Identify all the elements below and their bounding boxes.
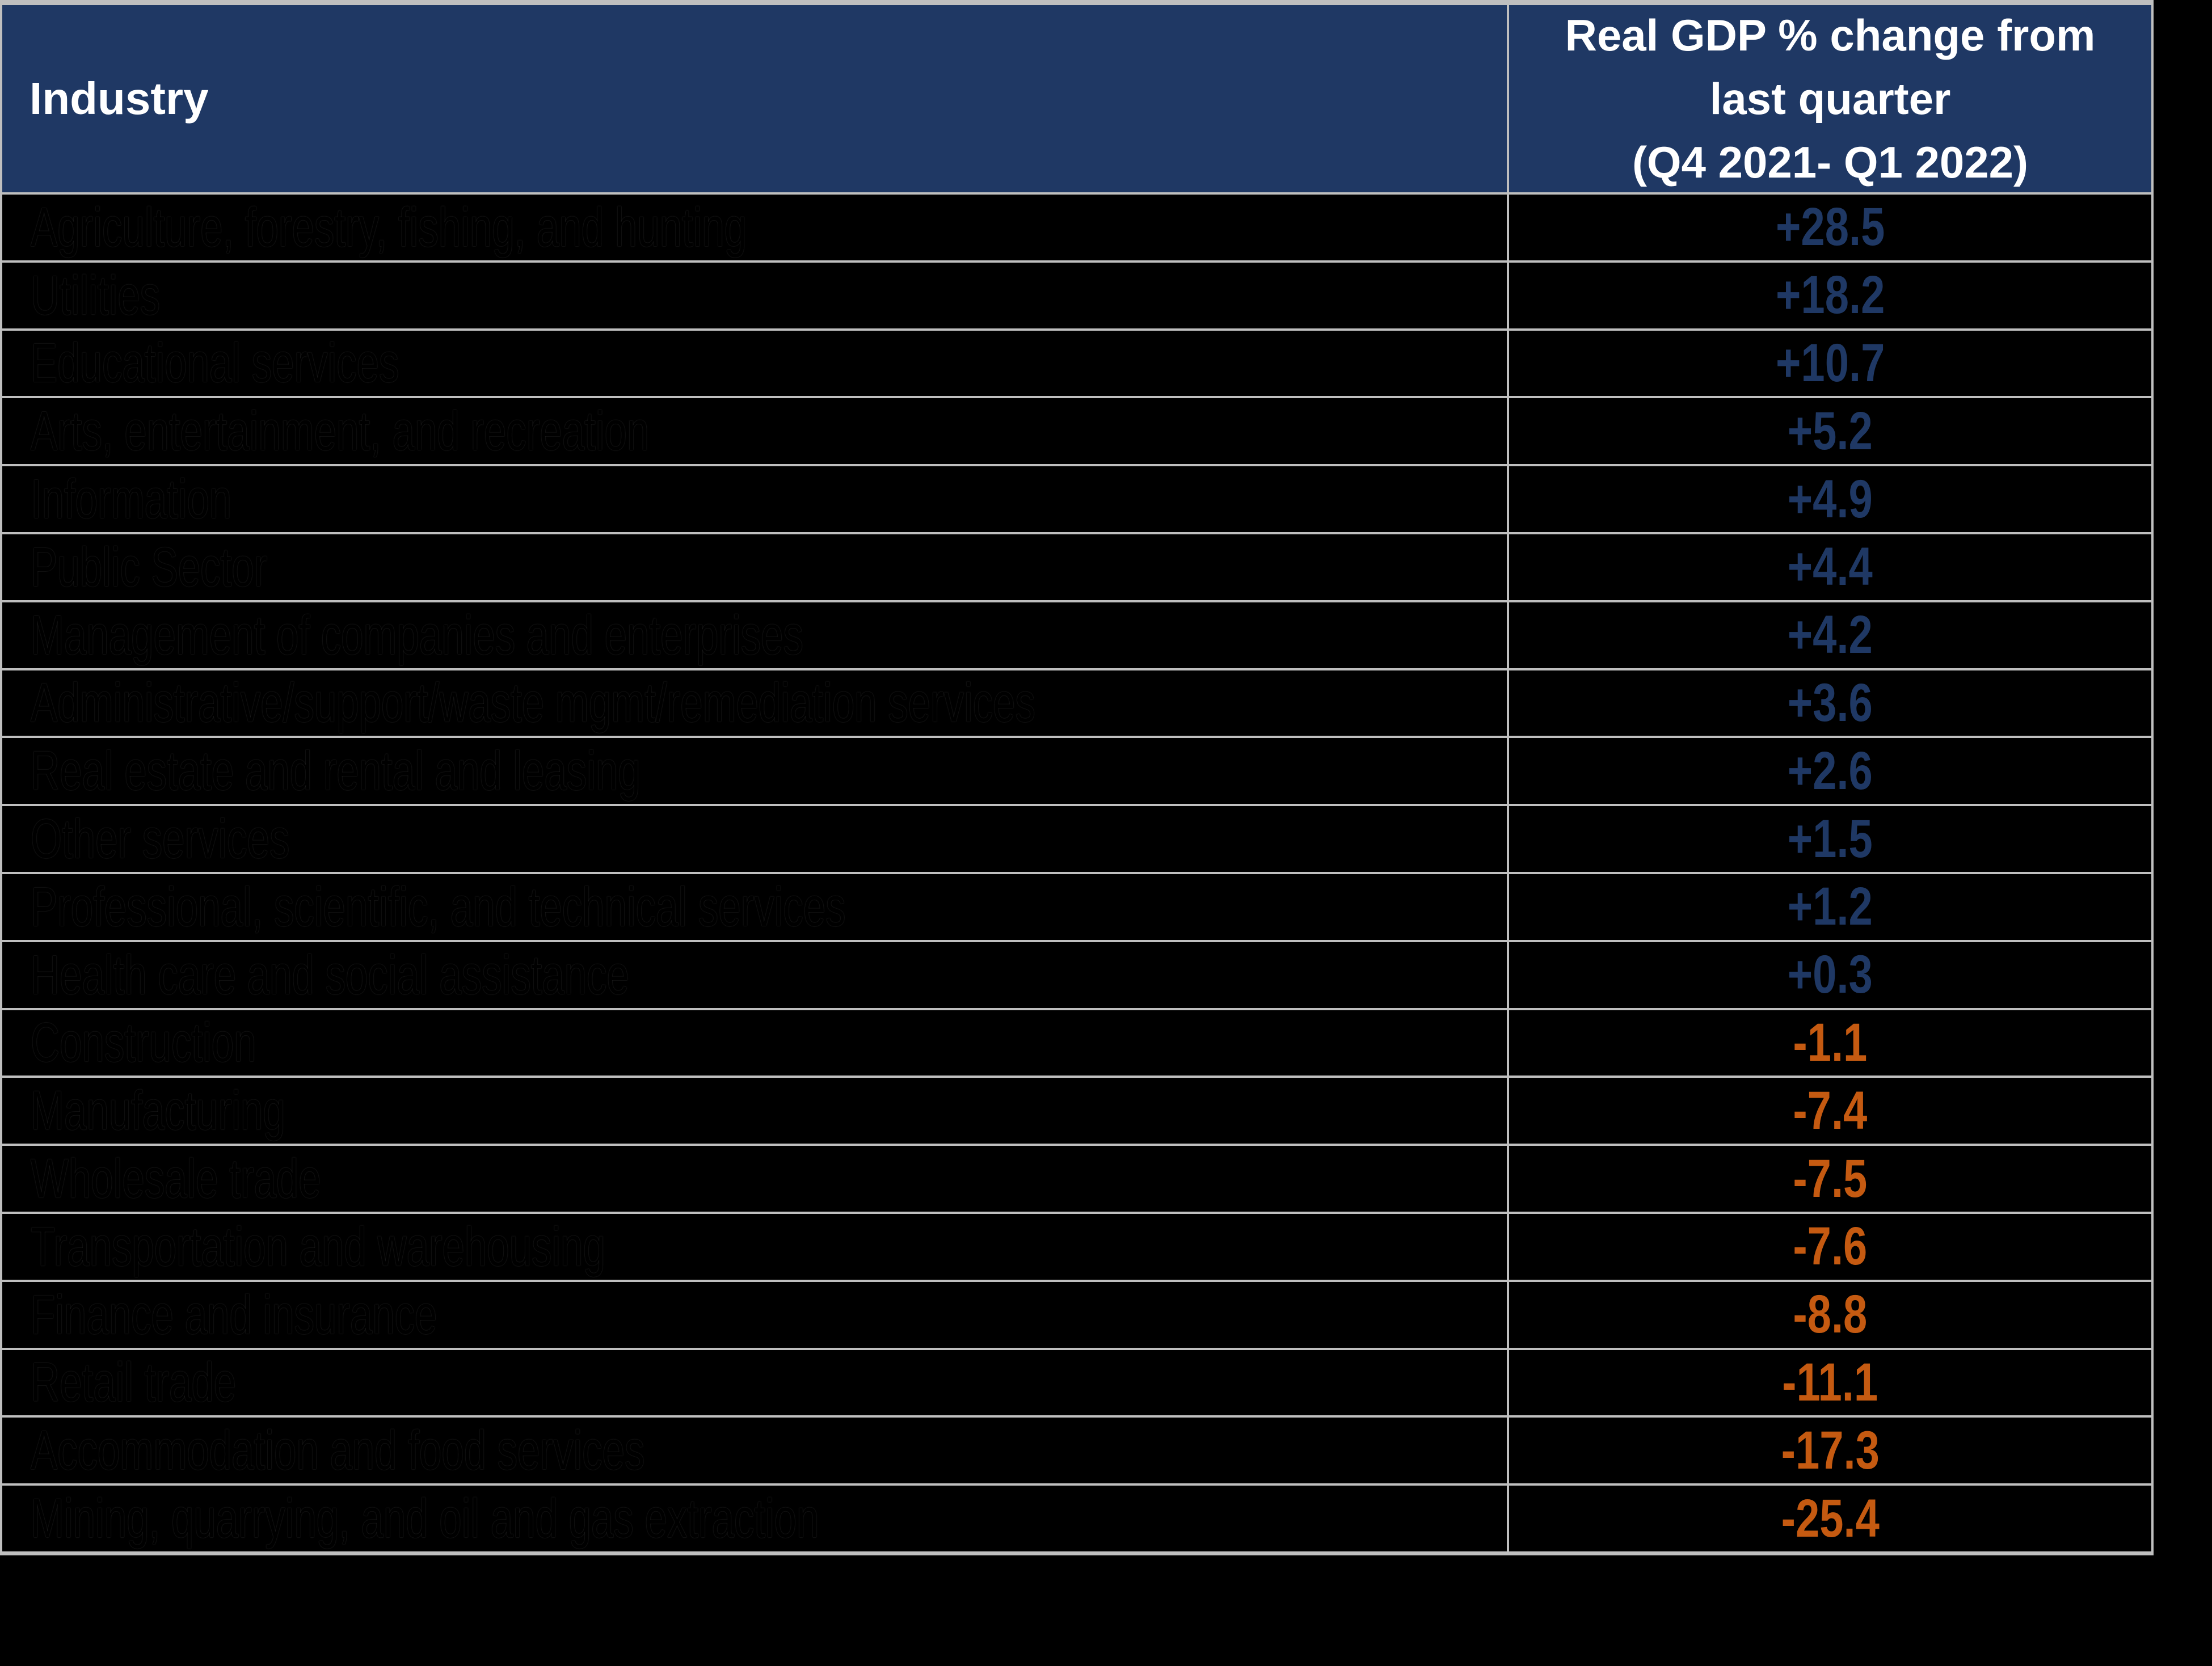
gdp-value-cell: +0.3 [1509, 942, 2151, 1008]
industry-label: Information [31, 468, 232, 530]
gdp-value-cell: -1.1 [1509, 1010, 2151, 1076]
gdp-value-cell: +2.6 [1509, 738, 2151, 804]
gdp-value: -25.4 [1781, 1488, 1880, 1549]
industry-label: Utilities [31, 264, 161, 326]
industry-column-header: Industry [2, 5, 1507, 192]
gdp-value-cell: -7.6 [1509, 1213, 2151, 1280]
industry-cell: Educational services [2, 330, 1507, 397]
gdp-value-cell: +4.2 [1509, 602, 2151, 668]
industry-cell: Information [2, 466, 1507, 532]
gdp-value: -1.1 [1793, 1012, 1868, 1073]
industry-label: Real estate and rental and leasing [31, 740, 641, 802]
gdp-value: +18.2 [1775, 265, 1885, 326]
industry-cell: Other services [2, 806, 1507, 872]
gdp-value-cell: +5.2 [1509, 398, 2151, 465]
gdp-value-cell: +10.7 [1509, 330, 2151, 397]
gdp-value-cell: +4.4 [1509, 534, 2151, 600]
industry-cell: Real estate and rental and leasing [2, 738, 1507, 804]
gdp-value: -17.3 [1781, 1420, 1880, 1481]
gdp-value-cell: -8.8 [1509, 1281, 2151, 1348]
gdp-value-cell: +1.2 [1509, 874, 2151, 940]
gdp-value-cell: -7.4 [1509, 1078, 2151, 1144]
industry-cell: Agriculture, forestry, fishing, and hunt… [2, 195, 1507, 260]
industry-cell: Finance and insurance [2, 1281, 1507, 1348]
industry-label: Administrative/support/waste mgmt/remedi… [31, 672, 1035, 734]
industry-cell: Arts, entertainment, and recreation [2, 398, 1507, 465]
gdp-value-cell: +1.5 [1509, 806, 2151, 872]
gdp-value: +1.5 [1787, 808, 1873, 869]
gdp-column-header-label: Real GDP % change from last quarter (Q4 … [1565, 10, 2096, 187]
gdp-value-cell: -17.3 [1509, 1418, 2151, 1484]
industry-cell: Administrative/support/waste mgmt/remedi… [2, 670, 1507, 736]
industry-label: Health care and social assistance [31, 943, 629, 1006]
gdp-value-cell: +18.2 [1509, 262, 2151, 328]
gdp-column-header: Real GDP % change from last quarter (Q4 … [1509, 5, 2151, 192]
industry-cell: Retail trade [2, 1349, 1507, 1416]
industry-label: Management of companies and enterprises [31, 604, 803, 666]
industry-cell: Wholesale trade [2, 1146, 1507, 1212]
gdp-value: -11.1 [1782, 1352, 1878, 1412]
gdp-value: +4.9 [1787, 469, 1873, 529]
gdp-value: +4.2 [1787, 605, 1873, 665]
gdp-value-cell: +4.9 [1509, 466, 2151, 532]
industry-cell: Public Sector [2, 534, 1507, 600]
industry-label: Retail trade [31, 1351, 237, 1414]
gdp-value: +5.2 [1787, 400, 1873, 461]
gdp-value: +10.7 [1775, 332, 1885, 393]
gdp-value-cell: +3.6 [1509, 670, 2151, 736]
industry-label: Professional, scientific, and technical … [31, 875, 846, 938]
gdp-value: +4.4 [1787, 537, 1873, 597]
gdp-value: +28.5 [1775, 197, 1885, 258]
gdp-table: Industry Real GDP % change from last qua… [0, 0, 2154, 1555]
gdp-value-cell: +28.5 [1509, 195, 2151, 260]
gdp-value: -7.5 [1793, 1148, 1868, 1209]
industry-cell: Transportation and warehousing [2, 1213, 1507, 1280]
gdp-value: +2.6 [1787, 740, 1873, 801]
industry-label: Educational services [31, 332, 399, 394]
industry-cell: Health care and social assistance [2, 942, 1507, 1008]
industry-cell: Manufacturing [2, 1078, 1507, 1144]
industry-label: Finance and insurance [31, 1283, 437, 1346]
industry-label: Manufacturing [31, 1079, 285, 1142]
gdp-value: +3.6 [1787, 672, 1873, 733]
industry-label: Mining, quarrying, and oil and gas extra… [31, 1487, 819, 1550]
gdp-value: +0.3 [1787, 944, 1873, 1005]
gdp-value-cell: -25.4 [1509, 1486, 2151, 1551]
gdp-value: -7.4 [1793, 1080, 1868, 1141]
gdp-value-cell: -11.1 [1509, 1349, 2151, 1416]
industry-label: Accommodation and food services [31, 1419, 645, 1482]
industry-cell: Management of companies and enterprises [2, 602, 1507, 668]
gdp-value: -8.8 [1793, 1284, 1868, 1345]
gdp-value: +1.2 [1787, 876, 1873, 937]
industry-label: Arts, entertainment, and recreation [31, 400, 650, 462]
industry-label: Transportation and warehousing [31, 1215, 605, 1277]
industry-cell: Accommodation and food services [2, 1418, 1507, 1484]
industry-label: Construction [31, 1011, 256, 1074]
industry-cell: Utilities [2, 262, 1507, 328]
industry-cell: Construction [2, 1010, 1507, 1076]
industry-label: Other services [31, 808, 290, 870]
industry-cell: Professional, scientific, and technical … [2, 874, 1507, 940]
gdp-value: -7.6 [1793, 1216, 1868, 1277]
industry-label: Wholesale trade [31, 1148, 321, 1210]
gdp-value-cell: -7.5 [1509, 1146, 2151, 1212]
industry-label: Public Sector [31, 535, 268, 598]
industry-label: Agriculture, forestry, fishing, and hunt… [31, 196, 747, 258]
industry-cell: Mining, quarrying, and oil and gas extra… [2, 1486, 1507, 1551]
industry-column-header-label: Industry [30, 73, 209, 124]
